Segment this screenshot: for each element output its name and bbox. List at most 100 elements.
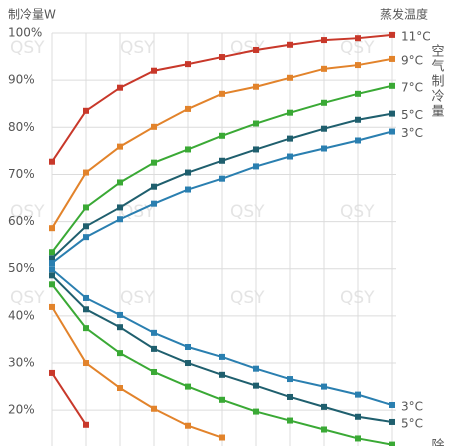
- watermark: QSY: [10, 288, 45, 308]
- marker: [185, 186, 191, 193]
- marker: [117, 350, 123, 357]
- marker: [321, 145, 327, 152]
- series: [49, 369, 89, 428]
- marker: [83, 306, 89, 313]
- marker: [287, 135, 293, 142]
- marker: [49, 303, 55, 310]
- marker: [83, 223, 89, 230]
- marker: [253, 382, 259, 389]
- marker: [151, 368, 157, 375]
- marker: [389, 128, 395, 135]
- marker: [151, 183, 157, 190]
- watermark: QSY: [120, 38, 155, 58]
- marker: [287, 153, 293, 160]
- marker: [219, 434, 225, 441]
- watermark: QSY: [10, 202, 45, 222]
- marker: [219, 54, 225, 61]
- y-tick-label: 90%: [8, 73, 35, 87]
- marker: [83, 325, 89, 332]
- marker: [389, 82, 395, 89]
- marker: [253, 120, 259, 127]
- marker: [185, 422, 191, 429]
- series: [49, 82, 395, 256]
- series-label: 5°C: [401, 416, 423, 430]
- series: [49, 55, 395, 232]
- marker: [49, 249, 55, 256]
- marker: [219, 396, 225, 403]
- marker: [321, 383, 327, 390]
- series-label: 5°C: [401, 108, 423, 122]
- y-tick-label: 70%: [8, 167, 35, 181]
- marker: [83, 234, 89, 241]
- watermark: QSY: [230, 202, 265, 222]
- marker: [185, 61, 191, 68]
- group-label: 除: [429, 438, 444, 446]
- marker: [49, 260, 55, 267]
- marker: [321, 99, 327, 106]
- marker: [49, 369, 55, 376]
- legend-title: 蒸发温度: [380, 7, 428, 22]
- marker: [253, 46, 259, 53]
- marker: [321, 65, 327, 72]
- marker: [117, 216, 123, 223]
- marker: [117, 311, 123, 318]
- y-tick-label: 60%: [8, 214, 35, 228]
- marker: [185, 383, 191, 390]
- marker: [185, 360, 191, 367]
- marker: [117, 385, 123, 392]
- series: [49, 272, 395, 425]
- marker: [355, 62, 361, 69]
- series: [49, 281, 395, 446]
- marker: [151, 159, 157, 166]
- marker: [49, 281, 55, 288]
- marker: [355, 35, 361, 42]
- line: [51, 306, 223, 439]
- marker: [389, 441, 395, 446]
- line: [51, 372, 87, 426]
- marker: [287, 393, 293, 400]
- marker: [219, 90, 225, 97]
- marker: [49, 255, 55, 262]
- marker: [151, 345, 157, 352]
- marker: [321, 125, 327, 132]
- series: [49, 110, 395, 262]
- marker: [117, 204, 123, 211]
- marker: [185, 169, 191, 176]
- marker: [287, 74, 293, 81]
- marker: [49, 225, 55, 232]
- y-tick-label: 20%: [8, 403, 35, 417]
- y-tick-label: 80%: [8, 120, 35, 134]
- marker: [151, 123, 157, 130]
- marker: [49, 158, 55, 165]
- series: [49, 266, 395, 408]
- series-label: 11°C: [401, 29, 431, 43]
- marker: [117, 179, 123, 186]
- marker: [185, 343, 191, 350]
- watermark: QSY: [230, 288, 265, 308]
- marker: [49, 272, 55, 279]
- marker: [151, 329, 157, 336]
- marker: [355, 391, 361, 398]
- marker: [83, 360, 89, 367]
- marker: [83, 204, 89, 211]
- y-tick-label: 50%: [8, 261, 35, 275]
- marker: [219, 157, 225, 164]
- marker: [389, 55, 395, 62]
- marker: [83, 107, 89, 114]
- series-label: 9°C: [401, 53, 423, 67]
- series-label: 3°C: [401, 399, 423, 413]
- marker: [185, 146, 191, 153]
- marker: [117, 143, 123, 150]
- marker: [287, 109, 293, 116]
- marker: [219, 353, 225, 360]
- marker: [389, 110, 395, 117]
- marker: [389, 418, 395, 425]
- marker: [117, 84, 123, 91]
- marker: [355, 435, 361, 442]
- y-tick-label: 40%: [8, 308, 35, 322]
- chart-title: 制冷量W: [8, 8, 56, 22]
- marker: [49, 266, 55, 273]
- marker: [321, 426, 327, 433]
- marker: [219, 175, 225, 182]
